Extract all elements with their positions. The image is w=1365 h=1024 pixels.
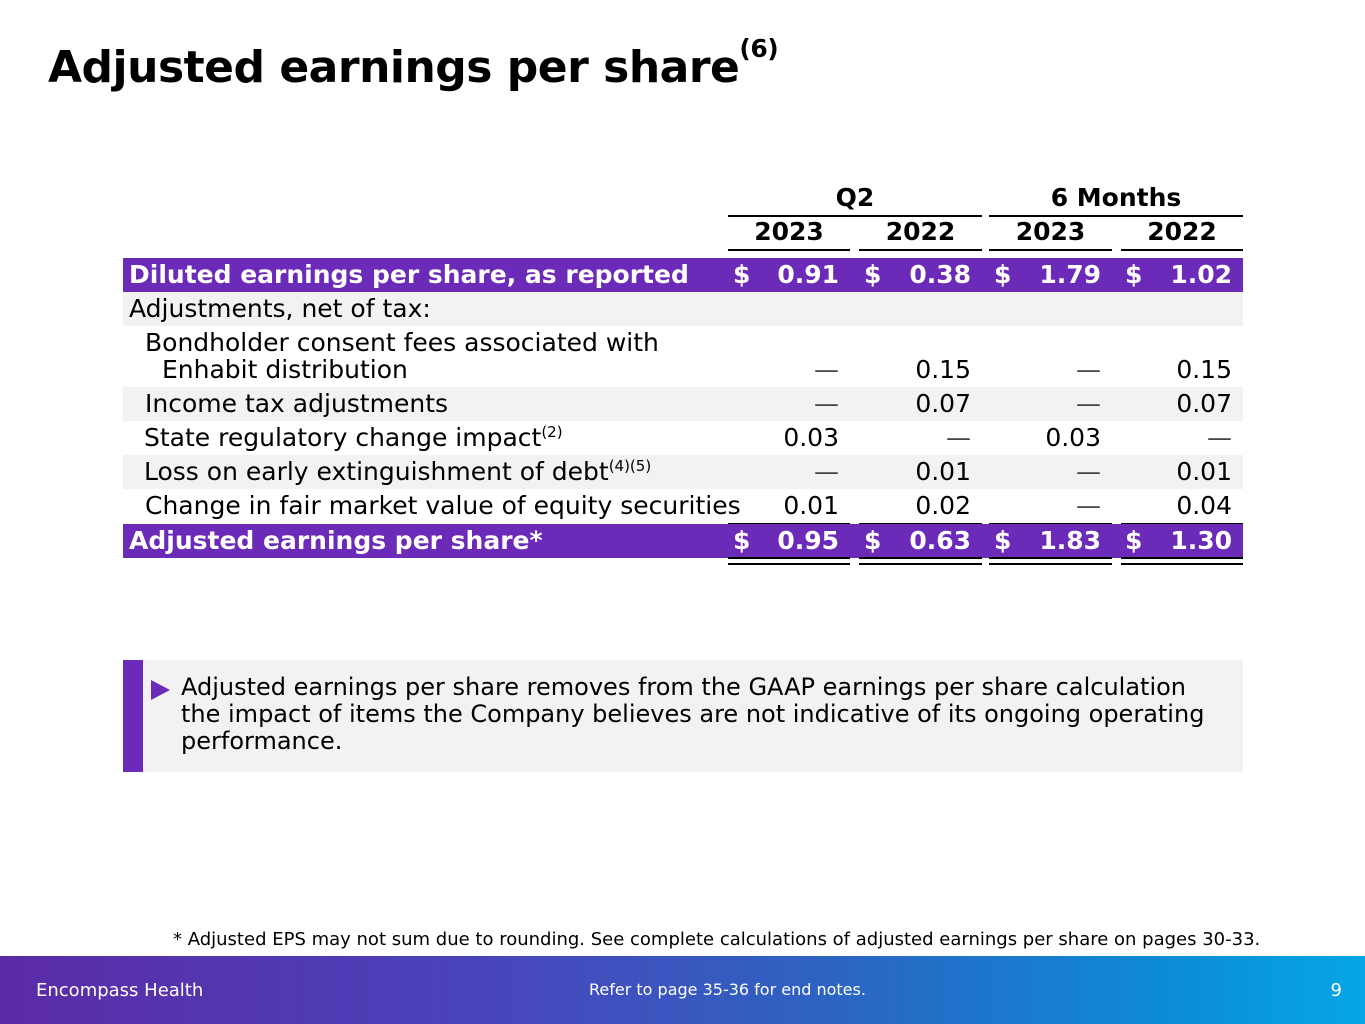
value-q2-2022: 0.07: [915, 389, 971, 418]
table-row-bondholder-fees: Bondholder consent fees associated with …: [123, 326, 1243, 387]
total-double-rule: [1121, 557, 1243, 565]
column-year-6m-2022: 2022: [1121, 217, 1243, 251]
row-label-text: Loss on early extinguishment of debt: [144, 457, 609, 486]
row-label: Change in fair market value of equity se…: [145, 491, 741, 520]
total-double-rule: [989, 557, 1112, 565]
row-label-text: State regulatory change impact: [144, 423, 542, 452]
table-row-fair-market-value: Change in fair market value of equity se…: [123, 489, 1243, 523]
value-6m-2022: 0.15: [1176, 355, 1232, 384]
currency-sign: $: [1125, 260, 1143, 289]
currency-sign: $: [864, 526, 882, 555]
value-6m-2022: 0.07: [1176, 389, 1232, 418]
column-year-6m-2023: 2023: [989, 217, 1112, 251]
table-row-income-tax: Income tax adjustments — 0.07 — 0.07: [123, 387, 1243, 421]
row-label: Income tax adjustments: [145, 389, 449, 418]
value-q2-2023: 0.91: [777, 260, 839, 289]
value-6m-2022: 1.02: [1170, 260, 1232, 289]
value-6m-2022: —: [1207, 423, 1232, 452]
currency-sign: $: [1125, 526, 1143, 555]
callout-box: Adjusted earnings per share removes from…: [123, 660, 1243, 772]
value-6m-2022: 1.30: [1170, 526, 1232, 555]
column-group-q2: Q2: [728, 183, 982, 217]
currency-sign: $: [994, 526, 1012, 555]
total-double-rule: [728, 557, 850, 565]
value-q2-2023: 0.03: [783, 423, 839, 452]
value-q2-2022: 0.02: [915, 491, 971, 520]
value-6m-2023: —: [1076, 389, 1101, 418]
table-row-adjustments-header: Adjustments, net of tax:: [123, 292, 1243, 326]
table-row-loss-extinguishment: Loss on early extinguishment of debt(4)(…: [123, 455, 1243, 489]
page-title: Adjusted earnings per share(6): [48, 34, 779, 93]
value-q2-2023: —: [814, 355, 839, 384]
value-6m-2023: —: [1076, 491, 1101, 520]
callout-text: Adjusted earnings per share removes from…: [181, 673, 1205, 755]
value-q2-2022: 0.01: [915, 457, 971, 486]
column-year-q2-2022: 2022: [859, 217, 982, 251]
table-row-state-regulatory: State regulatory change impact(2) 0.03 —…: [123, 421, 1243, 455]
page-number: 9: [1330, 980, 1342, 1001]
footnote: * Adjusted EPS may not sum due to roundi…: [173, 929, 1261, 950]
row-label-line1: Bondholder consent fees associated with: [145, 328, 659, 357]
row-label: State regulatory change impact(2): [144, 421, 563, 455]
value-6m-2023: 0.03: [1045, 423, 1101, 452]
row-label: Loss on early extinguishment of debt(4)(…: [144, 455, 651, 489]
currency-sign: $: [864, 260, 882, 289]
value-q2-2023: 0.01: [783, 491, 839, 520]
value-6m-2023: —: [1076, 355, 1101, 384]
total-double-rule: [859, 557, 982, 565]
footer-brand: Encompass Health: [36, 980, 204, 1001]
currency-sign: $: [994, 260, 1012, 289]
table-row-adjusted-eps: Adjusted earnings per share* $ 0.95 $ 0.…: [123, 524, 1243, 558]
footer-note: Refer to page 35-36 for end notes.: [589, 980, 866, 999]
row-footnote: (2): [541, 423, 563, 441]
column-group-6-months: 6 Months: [989, 183, 1243, 217]
page-title-text: Adjusted earnings per share: [48, 42, 740, 93]
value-q2-2023: —: [814, 457, 839, 486]
value-q2-2022: 0.38: [909, 260, 971, 289]
row-label: Adjustments, net of tax:: [129, 294, 431, 323]
value-q2-2023: —: [814, 389, 839, 418]
table-row-diluted-eps: Diluted earnings per share, as reported …: [123, 258, 1243, 292]
eps-table: Q2 6 Months 2023 2022 2023 2022 Diluted …: [123, 183, 1243, 565]
title-footnote: (6): [739, 34, 779, 63]
value-6m-2023: 1.79: [1039, 260, 1101, 289]
value-q2-2022: 0.63: [909, 526, 971, 555]
callout-accent-bar: [123, 660, 143, 772]
currency-sign: $: [733, 260, 751, 289]
value-6m-2023: 1.83: [1039, 526, 1101, 555]
value-q2-2022: —: [946, 423, 971, 452]
triangle-bullet-icon: [151, 680, 170, 700]
currency-sign: $: [733, 526, 751, 555]
value-q2-2022: 0.15: [915, 355, 971, 384]
value-6m-2022: 0.01: [1176, 457, 1232, 486]
row-label: Diluted earnings per share, as reported: [129, 260, 689, 289]
value-6m-2022: 0.04: [1176, 491, 1232, 520]
value-q2-2023: 0.95: [777, 526, 839, 555]
row-label-line2: Enhabit distribution: [162, 355, 408, 384]
footer-bar: Encompass Health Refer to page 35-36 for…: [0, 956, 1365, 1024]
value-6m-2023: —: [1076, 457, 1101, 486]
row-footnote: (4)(5): [608, 457, 652, 475]
column-year-q2-2023: 2023: [728, 217, 850, 251]
row-label: Adjusted earnings per share*: [129, 526, 543, 555]
